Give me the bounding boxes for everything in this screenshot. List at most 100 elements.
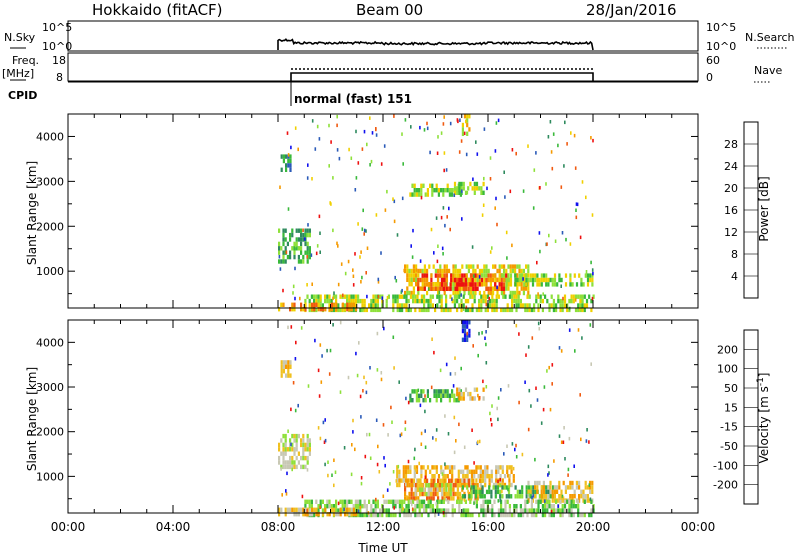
echo-cell (547, 489, 550, 495)
cbar-tick-label: 16 (724, 204, 738, 217)
echo-cell (289, 447, 292, 452)
echo-cell (561, 307, 564, 313)
echo-speck (485, 361, 488, 365)
echo-speck (317, 368, 320, 373)
echo-cell (540, 273, 543, 278)
echo-cell (472, 485, 475, 490)
echo-cell (464, 508, 467, 513)
echo-cell (425, 504, 428, 509)
echo-cell (308, 447, 311, 452)
echo-cell (512, 474, 515, 479)
echo-cell (571, 494, 574, 499)
echo-cell (422, 183, 425, 188)
echo-cell (515, 504, 518, 509)
echo-speck (433, 251, 435, 255)
echo-cell (425, 282, 429, 287)
cpid-mode: normal (fast) 151 (294, 92, 412, 106)
echo-cell (583, 512, 586, 518)
echo-cell (578, 273, 581, 278)
echo-speck (411, 502, 413, 507)
echo-cell (448, 483, 451, 488)
echo-cell (462, 286, 465, 292)
echo-cell (478, 298, 481, 304)
echo-cell (564, 273, 568, 278)
echo-speck (440, 215, 443, 220)
echo-cell (410, 478, 413, 483)
echo-cell (454, 286, 457, 291)
echo-cell (518, 282, 521, 287)
echo-cell (567, 485, 570, 490)
echo-cell (441, 273, 444, 278)
echo-cell (493, 512, 496, 518)
echo-cell (504, 294, 507, 299)
echo-cell (415, 478, 419, 483)
echo-cell (302, 254, 305, 260)
echo-speck (400, 432, 403, 436)
echo-cell (498, 286, 501, 291)
echo-cell (559, 508, 562, 513)
echo-cell (420, 474, 423, 479)
echo-cell (302, 447, 305, 452)
echo-cell (545, 494, 548, 499)
echo-speck (337, 244, 339, 248)
echo-cell (456, 273, 459, 278)
echo-cell (280, 507, 283, 512)
echo-cell (282, 464, 285, 470)
echo-cell (437, 282, 440, 287)
echo-speck (532, 494, 535, 498)
echo-cell (446, 465, 449, 470)
echo-speck (323, 440, 326, 444)
echo-cell (534, 485, 537, 490)
echo-cell (426, 496, 429, 501)
echo-cell (584, 494, 587, 499)
echo-cell (559, 512, 562, 518)
echo-speck (591, 296, 594, 301)
echo-cell (428, 282, 431, 287)
echo-cell (328, 298, 331, 304)
echo-speck (558, 346, 561, 350)
echo-cell (490, 469, 493, 474)
nave-label: Nave (754, 64, 782, 77)
echo-cell (561, 303, 564, 308)
echo-cell (475, 499, 478, 504)
echo-cell (280, 246, 283, 251)
echo-cell (481, 485, 484, 490)
echo-speck (380, 251, 382, 255)
echo-speck (411, 507, 414, 511)
echo-cell (282, 455, 285, 461)
echo-cell (282, 433, 285, 439)
echo-cell (413, 482, 416, 488)
echo-cell (473, 387, 476, 392)
echo-cell (376, 307, 379, 313)
echo-cell (589, 485, 592, 490)
echo-cell (500, 290, 503, 296)
echo-cell (549, 277, 552, 283)
echo-cell (464, 282, 468, 287)
echo-speck (343, 446, 346, 450)
echo-cell (560, 489, 563, 494)
echo-speck (307, 384, 310, 388)
cbar-tick-label: 8 (731, 248, 738, 261)
echo-cell (403, 499, 406, 504)
echo-cell (523, 273, 526, 278)
echo-cell (552, 512, 555, 518)
echo-cell (454, 483, 457, 488)
echo-region (278, 302, 358, 312)
echo-speck (419, 259, 422, 263)
echo-speck (292, 291, 294, 295)
echo-cell (529, 277, 532, 283)
echo-cell (476, 496, 479, 501)
echo-cell (526, 508, 529, 513)
echo-cell (308, 246, 311, 251)
echo-cell (496, 277, 499, 283)
echo-cell (483, 268, 486, 274)
echo-cell (518, 273, 521, 278)
echo-speck (411, 255, 414, 259)
echo-cell (431, 465, 434, 470)
echo-cell (286, 241, 289, 247)
echo-cell (443, 277, 446, 283)
echo-cell (418, 483, 422, 488)
cbar-tick-label: 12 (724, 226, 738, 239)
echo-cell (467, 282, 470, 287)
echo-cell (456, 391, 459, 397)
